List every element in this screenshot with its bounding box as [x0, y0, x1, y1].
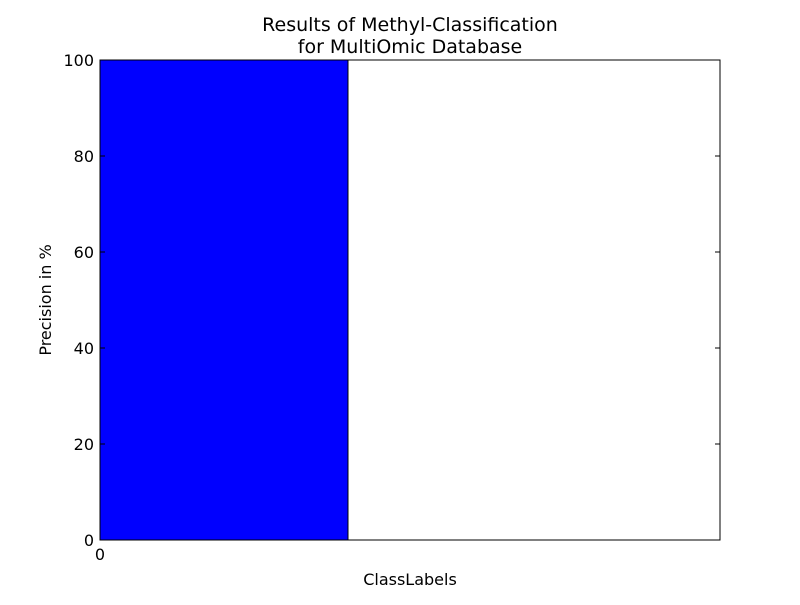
y-tick-label: 20: [74, 435, 94, 454]
y-axis-ticks: 0 20 40 60 80 100: [63, 51, 720, 550]
plot-frame: [99, 59, 721, 541]
y-tick-label: 80: [74, 147, 94, 166]
y-tick-label: 100: [63, 51, 94, 70]
bar-0: [99, 59, 349, 541]
chart-subtitle: for MultiOmic Database: [298, 36, 523, 58]
x-axis-ticks: 0: [95, 545, 105, 564]
chart-title: Results of Methyl-Classification: [262, 14, 558, 36]
y-tick-label: 60: [74, 243, 94, 262]
y-tick-label: 0: [84, 531, 94, 550]
y-axis-label: Precision in %: [36, 244, 55, 355]
y-tick-label: 40: [74, 339, 94, 358]
bars-group: [99, 59, 349, 541]
x-axis-label: ClassLabels: [363, 570, 457, 589]
x-tick-label: 0: [95, 545, 105, 564]
